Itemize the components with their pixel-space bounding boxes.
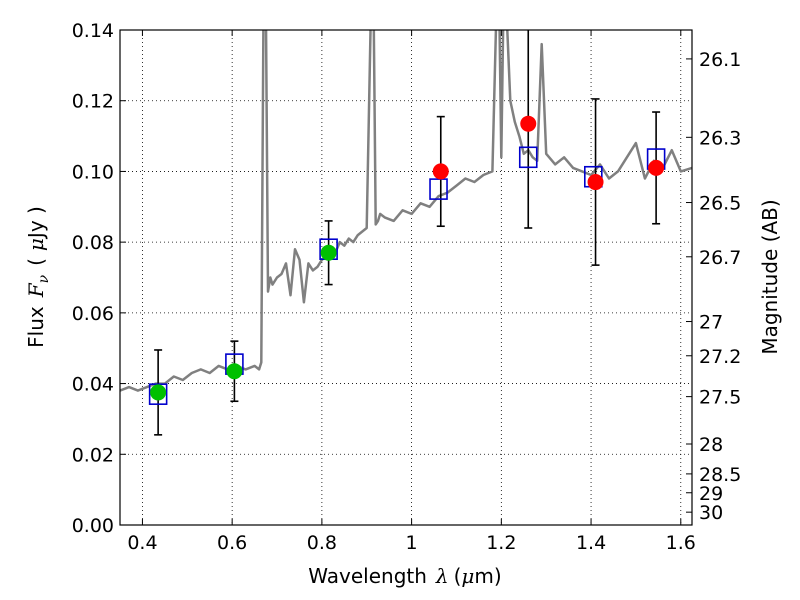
y-axis-title: FluxFν(μJy ) <box>24 206 52 348</box>
x-tick-label: 0.8 <box>307 532 337 554</box>
y-tick-label: 0.02 <box>72 444 114 466</box>
x-axis-title: Wavelength λ (μm) <box>308 564 501 588</box>
y-axis-ticks: 0.00 0.02 0.04 0.06 0.08 0.10 0.12 0.14 <box>72 20 126 537</box>
green-data-point <box>150 384 167 401</box>
x-tick-label: 1.4 <box>576 532 606 554</box>
magnitude-tick-label: 27.5 <box>699 387 741 409</box>
x-tick-label: 0.4 <box>127 532 157 554</box>
magnitude-tick-label: 28.5 <box>699 464 741 486</box>
x-tick-label: 0.6 <box>217 532 247 554</box>
magnitude-axis-title: Magnitude (AB) <box>758 199 782 354</box>
magnitude-tick-label: 26.5 <box>699 193 741 215</box>
green-data-point <box>226 363 243 380</box>
y-tick-label: 0.08 <box>72 232 114 254</box>
magnitude-tick-label: 30 <box>699 502 723 524</box>
y-tick-label: 0.04 <box>72 374 114 396</box>
red-data-point <box>648 159 665 176</box>
y-tick-label: 0.06 <box>72 303 114 325</box>
magnitude-tick-label: 28 <box>699 434 723 456</box>
magnitude-tick-label: 29 <box>699 483 723 505</box>
red-data-point <box>520 115 537 132</box>
red-data-point <box>587 174 604 191</box>
magnitude-tick-label: 26.1 <box>699 49 741 71</box>
magnitude-tick-label: 27.2 <box>699 346 741 368</box>
spectrum-layer <box>120 30 692 392</box>
y-tick-label: 0.00 <box>72 515 114 537</box>
y-tick-label: 0.12 <box>72 91 114 113</box>
y-tick-label: 0.10 <box>72 161 114 183</box>
x-axis-ticks: 0.4 0.6 0.8 1 1.2 1.4 1.6 <box>127 30 696 554</box>
model-boxes <box>148 146 666 405</box>
y-tick-label: 0.14 <box>72 20 114 42</box>
magnitude-tick-label: 26.7 <box>699 247 741 269</box>
grid <box>120 29 692 526</box>
spectrum-line <box>120 30 692 392</box>
magnitude-tick-label: 27 <box>699 312 723 334</box>
x-tick-label: 1.2 <box>486 532 516 554</box>
observed-points <box>150 115 665 401</box>
magnitude-tick-label: 26.3 <box>699 127 741 149</box>
model-box <box>518 146 538 169</box>
x-tick-label: 1.6 <box>666 532 696 554</box>
green-data-point <box>320 244 337 261</box>
x-tick-label: 1 <box>406 532 418 554</box>
red-data-point <box>432 163 449 180</box>
plot-frame <box>119 29 693 526</box>
model-box <box>148 383 168 405</box>
